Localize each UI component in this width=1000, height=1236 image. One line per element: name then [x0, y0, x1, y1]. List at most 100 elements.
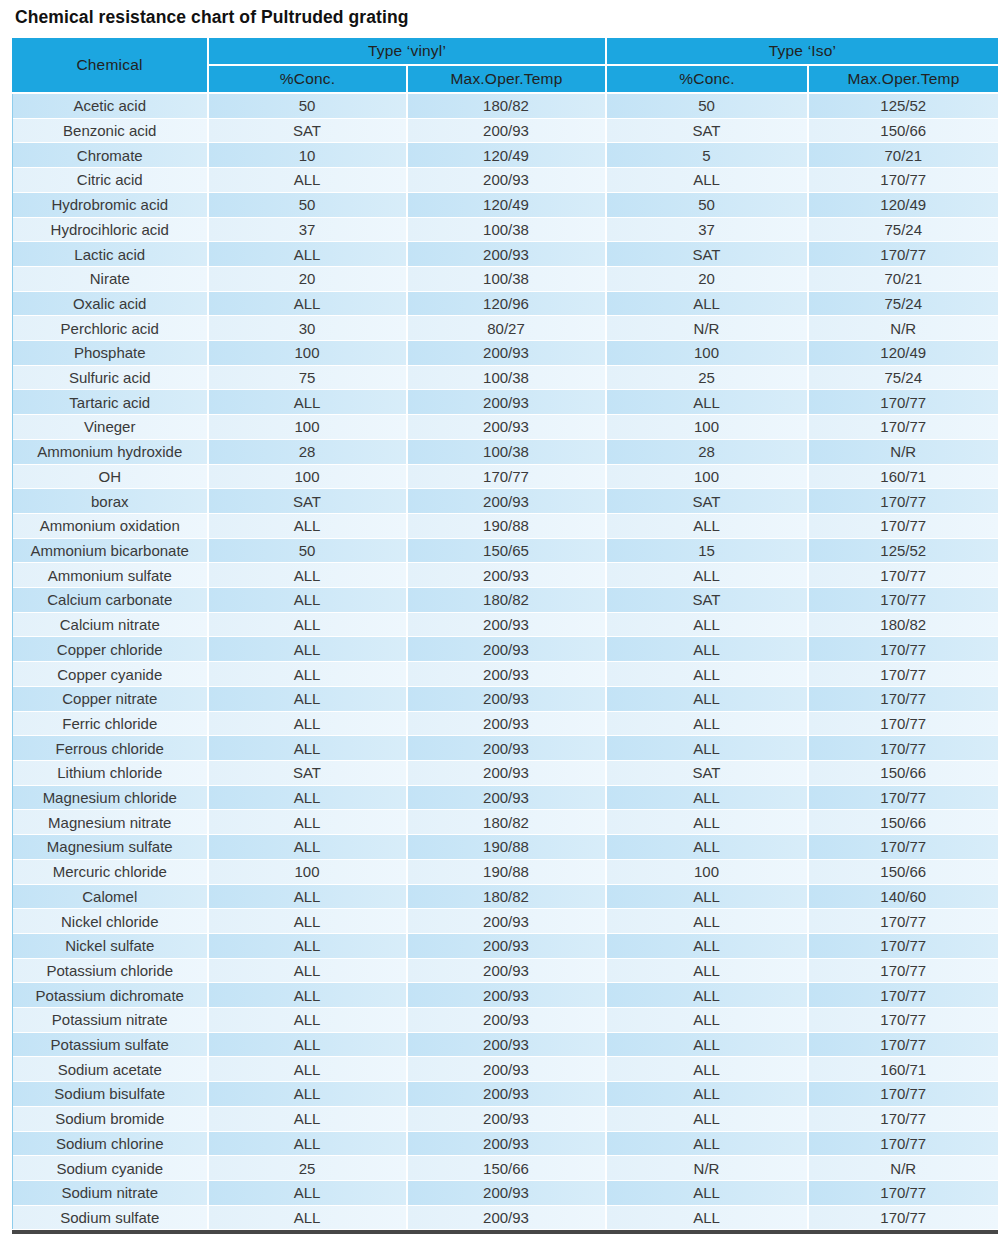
table-row: Acetic acid50180/8250125/52 — [13, 94, 998, 118]
cell-iso-temp: 170/77 — [809, 909, 999, 933]
cell-vinyl-conc: ALL — [209, 786, 406, 810]
cell-iso-temp: 170/77 — [809, 1181, 999, 1205]
cell-iso-temp: 120/49 — [809, 193, 999, 217]
table-row: OH100170/77100160/71 — [13, 465, 998, 489]
cell-iso-temp: 170/77 — [809, 959, 999, 983]
cell-iso-conc: 50 — [607, 94, 807, 118]
cell-iso-conc: 5 — [607, 143, 807, 167]
cell-iso-conc: ALL — [607, 613, 807, 637]
cell-vinyl-conc: ALL — [209, 983, 406, 1007]
cell-iso-temp: 170/77 — [809, 983, 999, 1007]
cell-iso-conc: 15 — [607, 539, 807, 563]
cell-vinyl-conc: ALL — [209, 1132, 406, 1156]
cell-vinyl-temp: 200/93 — [408, 1082, 605, 1106]
table-row: Lithium chlorideSAT200/93SAT150/66 — [13, 761, 998, 785]
cell-iso-temp: 140/60 — [809, 885, 999, 909]
cell-vinyl-conc: ALL — [209, 1181, 406, 1205]
cell-chemical: Perchloric acid — [13, 316, 207, 340]
cell-chemical: Calcium nitrate — [13, 613, 207, 637]
table-row: Ammonium bicarbonate50150/6515125/52 — [13, 539, 998, 563]
cell-chemical: Mercuric chloride — [13, 860, 207, 884]
cell-chemical: Calomel — [13, 885, 207, 909]
cell-iso-temp: 170/77 — [809, 514, 999, 538]
cell-iso-temp: 170/77 — [809, 588, 999, 612]
cell-vinyl-temp: 200/93 — [408, 341, 605, 365]
cell-iso-conc: ALL — [607, 1107, 807, 1131]
cell-vinyl-temp: 200/93 — [408, 1107, 605, 1131]
cell-iso-conc: 100 — [607, 860, 807, 884]
cell-chemical: Nickel sulfate — [13, 934, 207, 958]
cell-vinyl-conc: ALL — [209, 1057, 406, 1081]
cell-iso-conc: ALL — [607, 168, 807, 192]
cell-vinyl-temp: 200/93 — [408, 242, 605, 266]
cell-iso-conc: 100 — [607, 341, 807, 365]
cell-iso-temp: 75/24 — [809, 218, 999, 242]
cell-iso-temp: 170/77 — [809, 662, 999, 686]
cell-iso-temp: 125/52 — [809, 94, 999, 118]
table-row: Hydrocihloric acid37100/383775/24 — [13, 218, 998, 242]
cell-iso-conc: SAT — [607, 242, 807, 266]
cell-vinyl-temp: 200/93 — [408, 415, 605, 439]
cell-iso-temp: 70/21 — [809, 143, 999, 167]
table-row: Lactic acidALL200/93SAT170/77 — [13, 242, 998, 266]
cell-iso-temp: 170/77 — [809, 390, 999, 414]
table-row: Magnesium sulfateALL190/88ALL170/77 — [13, 835, 998, 859]
cell-vinyl-temp: 200/93 — [408, 1132, 605, 1156]
table-row: Ammonium sulfateALL200/93ALL170/77 — [13, 563, 998, 587]
table-row: Calcium carbonateALL180/82SAT170/77 — [13, 588, 998, 612]
cell-iso-temp: 150/66 — [809, 761, 999, 785]
cell-iso-temp: 180/82 — [809, 613, 999, 637]
cell-vinyl-conc: ALL — [209, 934, 406, 958]
cell-chemical: Magnesium nitrate — [13, 810, 207, 834]
cell-iso-conc: ALL — [607, 1082, 807, 1106]
cell-vinyl-temp: 200/93 — [408, 390, 605, 414]
cell-chemical: Copper cyanide — [13, 662, 207, 686]
header-type-iso: Type ‘Iso’ — [607, 38, 998, 64]
table-row: Oxalic acidALL120/96ALL75/24 — [13, 292, 998, 316]
cell-vinyl-conc: ALL — [209, 885, 406, 909]
cell-chemical: Ferric chloride — [13, 712, 207, 736]
table-row: Ferrous chlorideALL200/93ALL170/77 — [13, 736, 998, 760]
cell-chemical: Sodium nitrate — [13, 1181, 207, 1205]
cell-vinyl-conc: 30 — [209, 316, 406, 340]
cell-iso-temp: 170/77 — [809, 489, 999, 513]
cell-chemical: Ammonium hydroxide — [13, 440, 207, 464]
cell-vinyl-temp: 120/96 — [408, 292, 605, 316]
cell-vinyl-temp: 200/93 — [408, 1008, 605, 1032]
cell-vinyl-conc: ALL — [209, 1033, 406, 1057]
cell-iso-temp: N/R — [809, 440, 999, 464]
table-row: Potassium sulfateALL200/93ALL170/77 — [13, 1033, 998, 1057]
cell-vinyl-conc: SAT — [209, 489, 406, 513]
cell-iso-temp: 150/66 — [809, 810, 999, 834]
cell-vinyl-conc: 100 — [209, 341, 406, 365]
table-row: Potassium chlorideALL200/93ALL170/77 — [13, 959, 998, 983]
cell-vinyl-conc: 50 — [209, 539, 406, 563]
table-row: Citric acidALL200/93ALL170/77 — [13, 168, 998, 192]
cell-vinyl-temp: 200/93 — [408, 168, 605, 192]
table-row: Chromate10120/49570/21 — [13, 143, 998, 167]
table-row: Hydrobromic acid50120/4950120/49 — [13, 193, 998, 217]
cell-vinyl-temp: 100/38 — [408, 440, 605, 464]
cell-vinyl-temp: 100/38 — [408, 218, 605, 242]
table-row: Sodium cyanide25150/66N/RN/R — [13, 1156, 998, 1180]
cell-chemical: Acetic acid — [13, 94, 207, 118]
cell-chemical: Sulfuric acid — [13, 366, 207, 390]
cell-iso-conc: N/R — [607, 1156, 807, 1180]
cell-vinyl-conc: ALL — [209, 292, 406, 316]
table-row: Sodium bisulfateALL200/93ALL170/77 — [13, 1082, 998, 1106]
cell-chemical: Citric acid — [13, 168, 207, 192]
cell-iso-temp: 170/77 — [809, 1033, 999, 1057]
cell-iso-conc: ALL — [607, 514, 807, 538]
cell-iso-conc: 100 — [607, 415, 807, 439]
cell-vinyl-temp: 200/93 — [408, 613, 605, 637]
cell-iso-temp: 170/77 — [809, 1132, 999, 1156]
cell-chemical: Copper nitrate — [13, 687, 207, 711]
cell-chemical: Calcium carbonate — [13, 588, 207, 612]
cell-vinyl-conc: ALL — [209, 613, 406, 637]
table-row: Benzonic acidSAT200/93SAT150/66 — [13, 119, 998, 143]
cell-chemical: borax — [13, 489, 207, 513]
cell-vinyl-temp: 200/93 — [408, 959, 605, 983]
cell-vinyl-temp: 180/82 — [408, 885, 605, 909]
table-row: Ammonium oxidationALL190/88ALL170/77 — [13, 514, 998, 538]
cell-vinyl-temp: 200/93 — [408, 687, 605, 711]
